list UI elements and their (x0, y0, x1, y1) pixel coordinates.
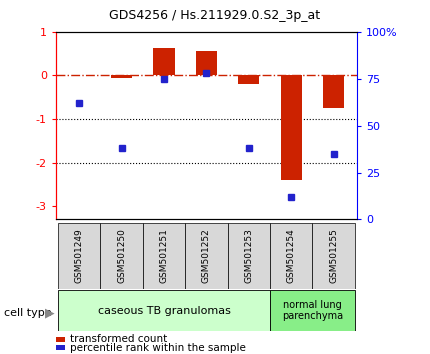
Bar (238, 75, 259, 84)
Bar (56, 345, 65, 350)
Bar (101, 223, 143, 289)
Text: percentile rank within the sample: percentile rank within the sample (70, 343, 246, 353)
Bar (154, 48, 175, 75)
Text: GSM501253: GSM501253 (244, 228, 253, 283)
Bar (323, 75, 344, 108)
Text: transformed count: transformed count (70, 335, 167, 344)
Text: normal lung
parenchyma: normal lung parenchyma (282, 300, 343, 321)
Bar (185, 223, 227, 289)
Bar (111, 75, 132, 78)
Text: GSM501254: GSM501254 (287, 228, 296, 283)
Bar (56, 337, 65, 342)
Bar (58, 223, 101, 289)
Text: caseous TB granulomas: caseous TB granulomas (98, 306, 230, 316)
Bar (281, 75, 302, 180)
Text: GSM501252: GSM501252 (202, 228, 211, 283)
Bar (143, 223, 185, 289)
Text: GSM501255: GSM501255 (329, 228, 338, 283)
Bar (270, 290, 355, 331)
Text: GDS4256 / Hs.211929.0.S2_3p_at: GDS4256 / Hs.211929.0.S2_3p_at (110, 9, 320, 22)
Bar (227, 223, 270, 289)
Text: GSM501251: GSM501251 (160, 228, 169, 283)
Text: GSM501249: GSM501249 (75, 228, 84, 283)
Text: ▶: ▶ (45, 307, 55, 320)
Bar (312, 223, 355, 289)
Bar (196, 51, 217, 75)
Text: cell type: cell type (4, 308, 52, 318)
Bar (58, 290, 270, 331)
Bar (270, 223, 312, 289)
Text: GSM501250: GSM501250 (117, 228, 126, 283)
